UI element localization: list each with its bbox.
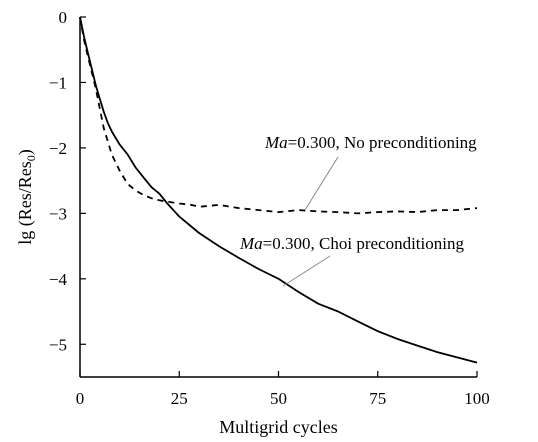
x-tick-label: 75	[369, 389, 386, 408]
series-annotation: Ma=0.300, Choi preconditioning	[239, 234, 464, 253]
y-tick-label: −5	[49, 335, 67, 354]
series-annotation: Ma=0.300, No preconditioning	[264, 133, 477, 152]
x-tick-label: 25	[171, 389, 188, 408]
x-tick-label: 50	[270, 389, 287, 408]
y-axis-ticks: 0 −1 −2 −3 −4 −5	[49, 8, 86, 354]
y-tick-label: 0	[59, 8, 68, 27]
x-tick-label: 100	[464, 389, 490, 408]
series-line-no-preconditioning	[79, 16, 478, 215]
series-layer	[79, 16, 478, 364]
series-line-choi-preconditioning	[79, 16, 478, 364]
y-tick-label: −3	[49, 204, 67, 223]
x-axis-label: Multigrid cycles	[219, 417, 337, 437]
x-tick-label: 0	[76, 389, 85, 408]
y-tick-label: −4	[49, 270, 68, 289]
y-tick-label: −1	[49, 73, 67, 92]
y-axis-label: lg (Res/Res0)	[15, 149, 38, 245]
x-axis-ticks: 0 25 50 75 100	[76, 371, 490, 408]
annotation-leader-line	[304, 156, 339, 211]
annotation-leader-line	[282, 255, 331, 287]
annotation-layer: Ma=0.300, No preconditioning Ma=0.300, Ch…	[239, 133, 477, 287]
y-tick-label: −2	[49, 139, 67, 158]
